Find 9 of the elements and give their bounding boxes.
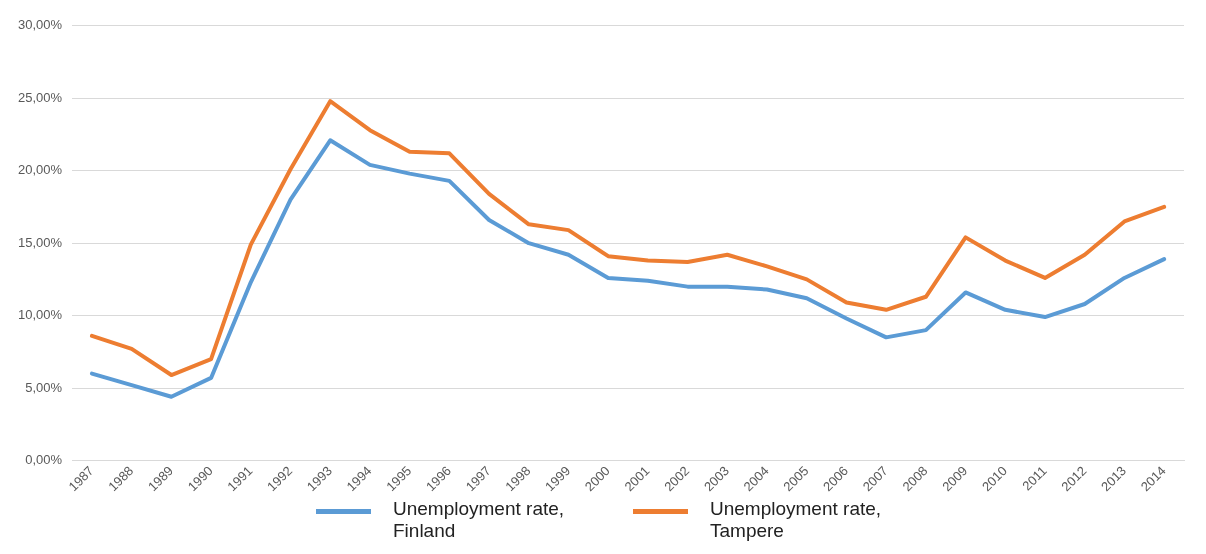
y-tick-label: 10,00%: [18, 307, 63, 323]
y-tick-label: 0,00%: [25, 452, 63, 468]
y-tick-label: 30,00%: [18, 17, 63, 33]
y-tick-label: 20,00%: [18, 162, 63, 178]
y-tick-label: 25,00%: [18, 89, 63, 105]
y-tick-label: 5,00%: [25, 379, 63, 395]
y-tick-label: 15,00%: [18, 234, 63, 250]
legend-label: Unemployment rate, Finland: [393, 498, 566, 542]
legend-label: Unemployment rate, Tampere: [710, 498, 883, 542]
